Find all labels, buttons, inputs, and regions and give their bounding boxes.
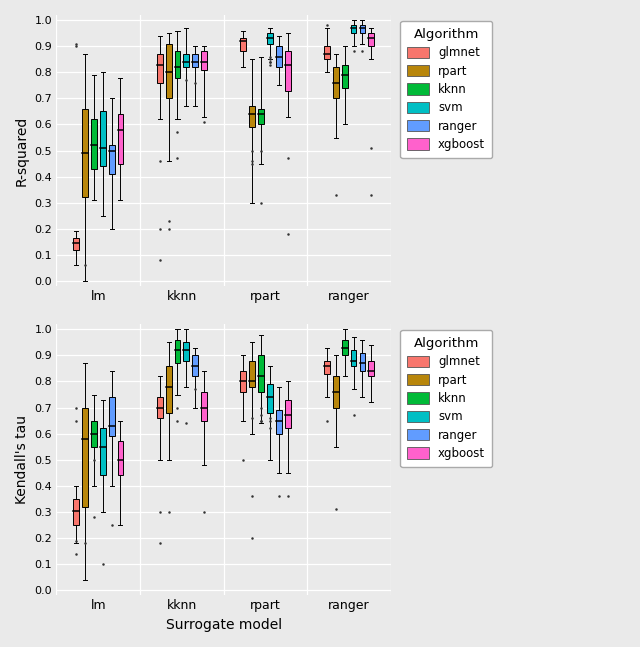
Bar — [351, 25, 356, 33]
Bar — [166, 44, 172, 98]
Y-axis label: Kendall's tau: Kendall's tau — [15, 415, 29, 504]
Bar — [82, 408, 88, 507]
Bar — [267, 33, 273, 44]
Bar — [250, 106, 255, 127]
Bar — [175, 52, 180, 78]
Y-axis label: R-squared: R-squared — [15, 115, 29, 186]
Bar — [91, 119, 97, 169]
Bar — [100, 428, 106, 476]
Bar — [258, 355, 264, 392]
Bar — [351, 350, 356, 366]
Bar — [73, 238, 79, 250]
Bar — [324, 360, 330, 374]
Bar — [73, 499, 79, 525]
Bar — [342, 65, 348, 88]
Bar — [241, 371, 246, 392]
Bar — [342, 340, 348, 355]
Bar — [250, 360, 255, 387]
Bar — [157, 397, 163, 418]
Legend: glmnet, rpart, kknn, svm, ranger, xgboost: glmnet, rpart, kknn, svm, ranger, xgboos… — [400, 330, 492, 467]
Bar — [360, 353, 365, 371]
Bar — [192, 355, 198, 377]
Bar — [166, 366, 172, 413]
X-axis label: Surrogate model: Surrogate model — [166, 618, 282, 632]
Bar — [324, 47, 330, 60]
Bar — [184, 342, 189, 360]
Bar — [201, 392, 207, 421]
Bar — [258, 109, 264, 124]
Bar — [276, 47, 282, 67]
Bar — [118, 441, 124, 476]
Bar — [369, 360, 374, 377]
Bar — [100, 111, 106, 166]
Bar — [175, 340, 180, 363]
Bar — [241, 38, 246, 52]
Bar — [109, 397, 115, 436]
Bar — [201, 52, 207, 70]
Bar — [285, 400, 291, 428]
Bar — [276, 410, 282, 433]
Bar — [192, 54, 198, 67]
Bar — [184, 54, 189, 67]
Bar — [82, 109, 88, 197]
Bar — [118, 114, 124, 164]
Bar — [91, 421, 97, 446]
Bar — [333, 67, 339, 98]
Bar — [157, 54, 163, 83]
Bar — [109, 146, 115, 174]
Bar — [267, 384, 273, 413]
Bar — [369, 33, 374, 47]
Bar — [360, 25, 365, 33]
Bar — [285, 52, 291, 91]
Legend: glmnet, rpart, kknn, svm, ranger, xgboost: glmnet, rpart, kknn, svm, ranger, xgboos… — [400, 21, 492, 158]
Bar — [333, 377, 339, 408]
